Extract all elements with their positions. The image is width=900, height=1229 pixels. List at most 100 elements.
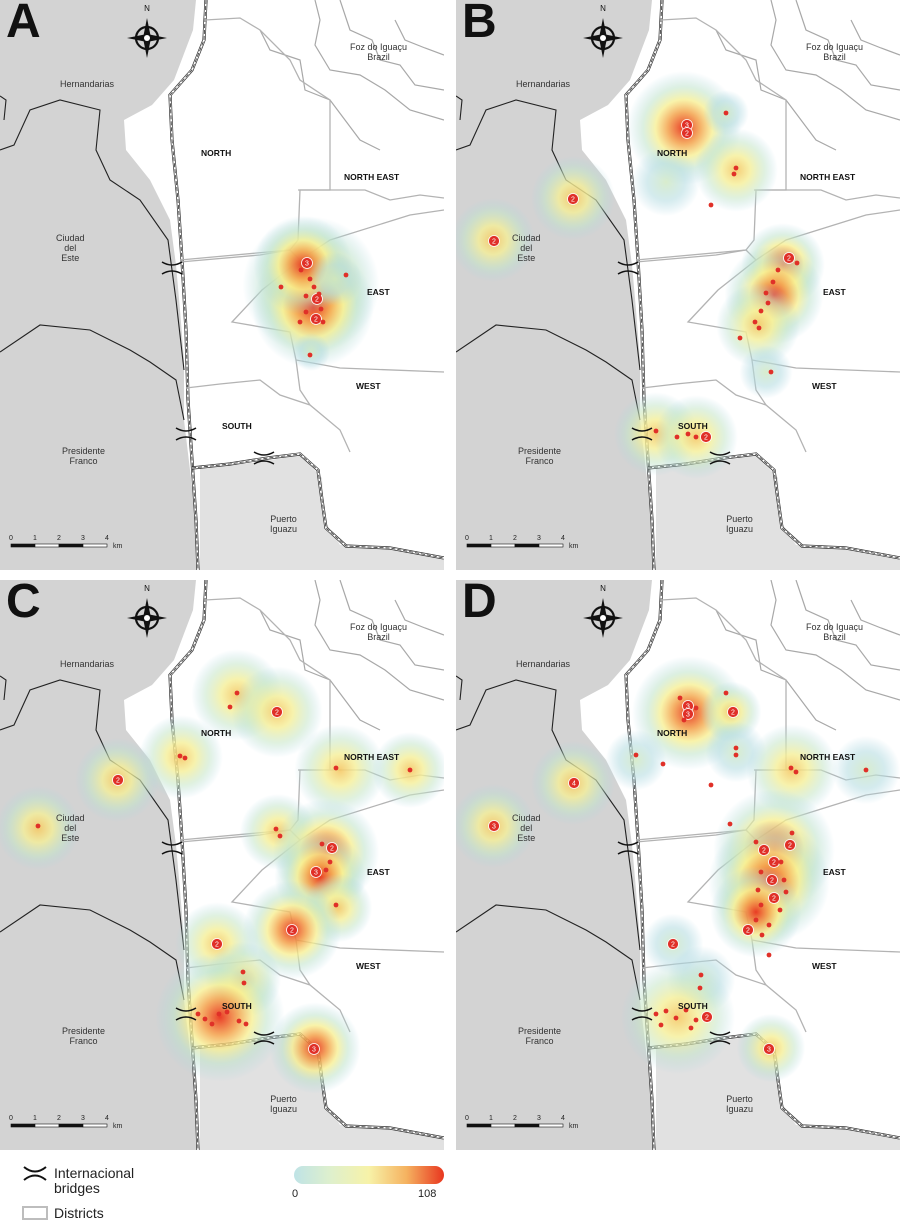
- case-point: [758, 902, 764, 908]
- svg-text:3: 3: [537, 535, 541, 542]
- presidente-line1: Presidente: [518, 446, 562, 456]
- district-south: SOUTH: [222, 1001, 252, 1011]
- ciudad-line1: Ciudad: [512, 233, 541, 243]
- svg-text:1: 1: [489, 1115, 493, 1122]
- presidente-line2: Franco: [69, 1036, 98, 1046]
- district-west: WEST: [812, 381, 837, 391]
- case-point: [753, 917, 759, 923]
- case-cluster-count: 2: [116, 778, 120, 785]
- case-cluster-count: 2: [571, 197, 575, 204]
- case-point: [723, 690, 729, 696]
- case-point: [224, 1009, 230, 1015]
- map-canvas: 3 2 2 N 0 1 2 3 4 km: [0, 0, 444, 570]
- label-foz-do-iguacu: Foz do Iguaçu Brazil: [350, 622, 407, 642]
- scale-bar: 0 1 2 3 4 km: [9, 1115, 122, 1130]
- district-west: WEST: [356, 381, 381, 391]
- case-point: [182, 755, 188, 761]
- district-south: SOUTH: [222, 421, 252, 431]
- north-arrow-label: N: [600, 4, 606, 13]
- case-point: [698, 972, 704, 978]
- case-cluster-marker: [488, 820, 500, 832]
- case-cluster-marker: [271, 706, 283, 718]
- case-cluster-count: 3: [686, 704, 690, 711]
- case-cluster-count: 3: [685, 123, 689, 130]
- case-point: [177, 753, 183, 759]
- ciudad-line3: Este: [61, 833, 80, 843]
- foz-line1: Foz do Iguaçu: [350, 622, 408, 632]
- presidente-line2: Franco: [69, 456, 98, 466]
- case-cluster-count: 3: [305, 261, 309, 268]
- label-ciudad-del-este: Ciudad del Este: [512, 233, 541, 263]
- ciudad-line3: Este: [61, 253, 80, 263]
- svg-text:4: 4: [561, 535, 565, 542]
- case-point: [731, 171, 737, 177]
- case-point: [752, 319, 758, 325]
- foz-line1: Foz do Iguaçu: [806, 42, 864, 52]
- svg-text:3: 3: [81, 535, 85, 542]
- case-point: [733, 745, 739, 751]
- bridge-icon: [709, 451, 731, 465]
- case-cluster-count: 2: [772, 896, 776, 903]
- svg-text:3: 3: [537, 1115, 541, 1122]
- svg-text:0: 0: [465, 535, 469, 542]
- svg-text:4: 4: [105, 535, 109, 542]
- district-east: EAST: [367, 867, 390, 877]
- map-panel-c: 2 2 2 3 2 2 3 N 0 1 2 3 4 km C Foz do Iguaçu Brazil Herna…: [0, 580, 444, 1150]
- case-cluster-marker: [701, 1011, 713, 1023]
- case-point: [327, 859, 333, 865]
- case-cluster-marker: [758, 844, 770, 856]
- svg-text:km: km: [113, 1123, 123, 1130]
- district-north-east: NORTH EAST: [344, 172, 400, 182]
- heat-hotspot: [739, 345, 793, 399]
- case-point: [407, 767, 413, 773]
- case-point: [658, 1022, 664, 1028]
- case-point: [770, 279, 776, 285]
- north-arrow-label: N: [144, 4, 150, 13]
- foz-line2: Brazil: [823, 52, 846, 62]
- case-point: [794, 260, 800, 266]
- case-cluster-count: 2: [215, 942, 219, 949]
- gradient-max-label: 108: [418, 1188, 437, 1200]
- map-panel-d: 3 3 2 4 3 2 2 2 2 2 2 2 2 3 N 0 1 2 3 4 km D Foz do Iguaçu Braz…: [456, 580, 900, 1150]
- bridge-icon: [175, 1007, 197, 1021]
- case-point: [311, 284, 317, 290]
- district-west: WEST: [812, 961, 837, 971]
- case-point: [674, 434, 680, 440]
- case-point: [234, 690, 240, 696]
- case-cluster-count: 2: [787, 256, 791, 263]
- case-point: [303, 309, 309, 315]
- north-arrow-label: N: [600, 584, 606, 593]
- district-north-east: NORTH EAST: [800, 752, 856, 762]
- case-point: [693, 705, 699, 711]
- argentina-land: [656, 1035, 900, 1150]
- district-south: SOUTH: [678, 1001, 708, 1011]
- case-point: [688, 1025, 694, 1031]
- puerto-line2: Iguazu: [270, 524, 298, 534]
- case-point: [303, 293, 309, 299]
- foz-line1: Foz do Iguaçu: [350, 42, 408, 52]
- case-point: [863, 767, 869, 773]
- ciudad-line2: del: [64, 243, 77, 253]
- svg-text:km: km: [113, 543, 123, 550]
- case-point: [768, 369, 774, 375]
- svg-text:2: 2: [513, 535, 517, 542]
- case-point: [277, 833, 283, 839]
- case-point: [685, 431, 691, 437]
- bridge-icon: [175, 427, 197, 441]
- district-north: NORTH: [201, 148, 232, 158]
- label-puerto-iguazu: Puerto Iguazu: [270, 1094, 297, 1114]
- district-swatch: [22, 1206, 48, 1220]
- district-east: EAST: [823, 287, 846, 297]
- case-point: [775, 267, 781, 273]
- puerto-line1: Puerto: [270, 514, 297, 524]
- ciudad-line3: Este: [517, 833, 536, 843]
- bridge-icon: [617, 841, 639, 855]
- case-cluster-count: 4: [572, 781, 576, 788]
- case-point: [663, 1008, 669, 1014]
- case-point: [673, 1015, 679, 1021]
- case-cluster-count: 3: [767, 1047, 771, 1054]
- foz-line2: Brazil: [823, 632, 846, 642]
- case-point: [783, 889, 789, 895]
- case-cluster-count: 2: [770, 878, 774, 885]
- heat-hotspot: [294, 724, 386, 816]
